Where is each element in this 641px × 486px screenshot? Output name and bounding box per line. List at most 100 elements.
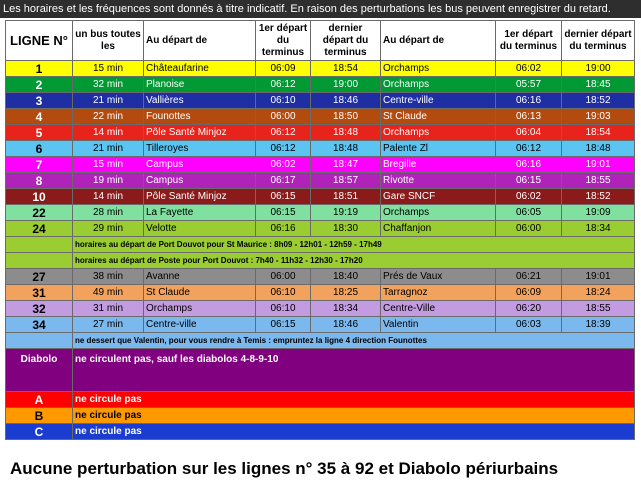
first-departure: 06:10	[255, 92, 311, 109]
last-departure: 18:30	[310, 220, 381, 237]
last-departure: 18:47	[310, 156, 381, 173]
line-number: 2	[5, 76, 73, 93]
line-note-row: ne dessert que Valentin, pour vous rendr…	[5, 332, 635, 349]
table-row: 31 49 min St Claude 06:10 18:25 Tarragnoz 06:0…	[5, 284, 635, 301]
last-departure: 18:57	[310, 172, 381, 189]
first-departure-2: 06:05	[495, 204, 562, 221]
line-number: 24	[5, 220, 73, 237]
last-departure: 18:54	[310, 60, 381, 77]
table-row: 24 29 min Velotte 06:16 18:30 Chaffanjon 06:00…	[5, 220, 635, 237]
table-row: 7 15 min Campus 06:02 18:47 Bregille 06:16 19:0…	[5, 156, 635, 173]
first-departure: 06:16	[255, 220, 311, 237]
frequency: 22 min	[72, 108, 144, 125]
header-first-departure: 1er départ du terminus	[255, 20, 311, 61]
first-departure-2: 05:57	[495, 76, 562, 93]
departure-to: Rivotte	[380, 172, 496, 189]
frequency: 21 min	[72, 92, 144, 109]
line-number: 5	[5, 124, 73, 141]
first-departure: 06:12	[255, 76, 311, 93]
last-departure-2: 18:34	[561, 220, 635, 237]
table-row: 2 32 min Planoise 06:12 19:00 Orchamps 05:57 18…	[5, 76, 635, 93]
last-departure: 18:48	[310, 140, 381, 157]
first-departure-2: 06:04	[495, 124, 562, 141]
footer-message: Aucune perturbation sur les lignes n° 35…	[10, 459, 559, 478]
last-departure: 19:19	[310, 204, 381, 221]
first-departure: 06:02	[255, 156, 311, 173]
line-number: 27	[5, 268, 73, 285]
diabolo-row: Diabolo ne circulent pas, sauf les diabol…	[5, 348, 635, 392]
first-departure-2: 06:09	[495, 284, 562, 301]
departure-from: Avanne	[143, 268, 256, 285]
last-departure: 18:46	[310, 316, 381, 333]
frequency: 27 min	[72, 316, 144, 333]
line-number: 10	[5, 188, 73, 205]
departure-to: Gare SNCF	[380, 188, 496, 205]
table-row: 4 22 min Founottes 06:00 18:50 St Claude 06:13…	[5, 108, 635, 125]
departure-to: Prés de Vaux	[380, 268, 496, 285]
departure-from: Orchamps	[143, 300, 256, 317]
line-number: 6	[5, 140, 73, 157]
frequency: 28 min	[72, 204, 144, 221]
first-departure: 06:09	[255, 60, 311, 77]
departure-from: Centre-ville	[143, 316, 256, 333]
frequency: 19 min	[72, 172, 144, 189]
table-row: 5 14 min Pôle Santé Minjoz 06:12 18:48 Orcham…	[5, 124, 635, 141]
line-number: 32	[5, 300, 73, 317]
last-departure-2: 18:52	[561, 188, 635, 205]
table-row: 6 21 min Tilleroyes 06:12 18:48 Palente Zl 06:…	[5, 140, 635, 157]
departure-from: Pôle Santé Minjoz	[143, 188, 256, 205]
last-departure-2: 18:48	[561, 140, 635, 157]
first-departure-2: 06:00	[495, 220, 562, 237]
line-number: 1	[5, 60, 73, 77]
departure-from: Tilleroyes	[143, 140, 256, 157]
table-row: 34 27 min Centre-ville 06:15 18:46 Valentin 06…	[5, 316, 635, 333]
departure-to: Tarragnoz	[380, 284, 496, 301]
departure-from: St Claude	[143, 284, 256, 301]
frequency: 31 min	[72, 300, 144, 317]
line-note: horaires au départ de Port Douvot pour S…	[72, 236, 635, 253]
departure-to: Orchamps	[380, 76, 496, 93]
note-spacer	[5, 252, 73, 269]
last-departure-2: 19:09	[561, 204, 635, 221]
note-spacer	[5, 332, 73, 349]
last-departure-2: 18:45	[561, 76, 635, 93]
departure-from: Vallières	[143, 92, 256, 109]
last-departure-2: 19:01	[561, 268, 635, 285]
line-number: 8	[5, 172, 73, 189]
diabolo-status: ne circulent pas, sauf les diabolos 4-8-…	[72, 348, 635, 392]
first-departure-2: 06:16	[495, 156, 562, 173]
frequency: 15 min	[72, 156, 144, 173]
frequency: 21 min	[72, 140, 144, 157]
schedule-table: LIGNE N° un bus toutes les Au départ de …	[5, 20, 635, 440]
line-number: A	[5, 391, 73, 408]
first-departure: 06:00	[255, 268, 311, 285]
first-departure: 06:10	[255, 300, 311, 317]
first-departure: 06:15	[255, 316, 311, 333]
line-number: B	[5, 407, 73, 424]
departure-from: Campus	[143, 156, 256, 173]
table-row: 1 15 min Châteaufarine 06:09 18:54 Orchamps 06…	[5, 60, 635, 77]
first-departure: 06:17	[255, 172, 311, 189]
departure-to: Orchamps	[380, 204, 496, 221]
line-status: ne circule pas	[72, 423, 635, 440]
note-spacer	[5, 236, 73, 253]
header-departure-2: Au départ de	[380, 20, 496, 61]
last-departure: 18:46	[310, 92, 381, 109]
line-note-row: horaires au départ de Port Douvot pour S…	[5, 236, 635, 253]
frequency: 14 min	[72, 188, 144, 205]
first-departure-2: 06:13	[495, 108, 562, 125]
departure-to: Centre-Ville	[380, 300, 496, 317]
frequency: 15 min	[72, 60, 144, 77]
frequency: 14 min	[72, 124, 144, 141]
frequency: 32 min	[72, 76, 144, 93]
header-first-departure-2: 1er départ du terminus	[495, 20, 562, 61]
departure-to: Orchamps	[380, 60, 496, 77]
last-departure-2: 18:55	[561, 172, 635, 189]
departure-from: Pôle Santé Minjoz	[143, 124, 256, 141]
last-departure: 19:00	[310, 76, 381, 93]
table-row: 22 28 min La Fayette 06:15 19:19 Orchamps 06:0…	[5, 204, 635, 221]
line-note-row: horaires au départ de Poste pour Port Do…	[5, 252, 635, 269]
last-departure: 18:34	[310, 300, 381, 317]
